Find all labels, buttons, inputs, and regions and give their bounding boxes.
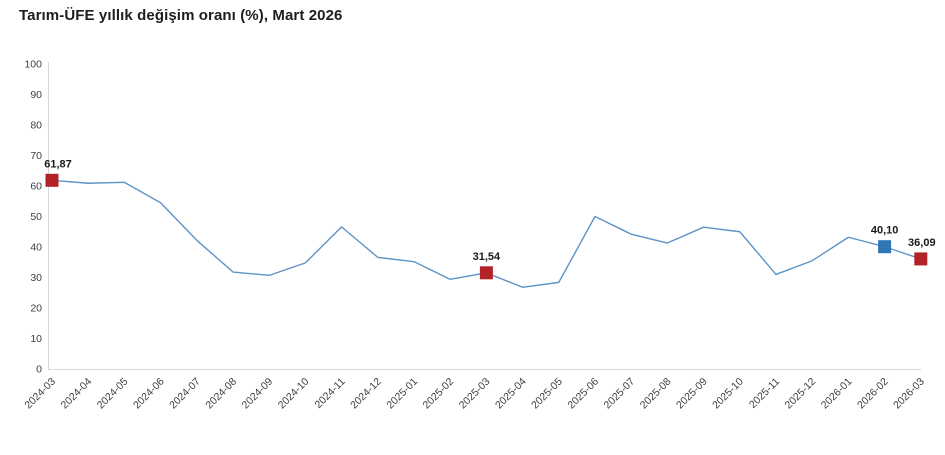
y-tick-label: 20 (30, 303, 42, 315)
x-tick-label: 2024-09 (240, 376, 276, 412)
point-value-label: 31,54 (473, 251, 501, 263)
x-tick-label: 2024-03 (22, 376, 58, 412)
y-tick-label: 100 (24, 59, 42, 71)
data-point-marker-red (45, 173, 59, 187)
x-tick-label: 2024-05 (95, 376, 131, 412)
x-tick-label: 2025-12 (783, 376, 819, 412)
y-tick-label: 90 (30, 89, 42, 101)
y-tick-label: 80 (30, 120, 42, 132)
x-tick-label: 2024-08 (203, 376, 239, 412)
data-point-marker-red (479, 266, 493, 280)
chart-title: Tarım-ÜFE yıllık değişim oranı (%), Mart… (19, 7, 343, 24)
data-point-marker-red (914, 252, 928, 266)
x-tick-label: 2024-04 (59, 376, 95, 412)
y-tick-label: 40 (30, 242, 42, 254)
x-tick-label: 2025-03 (457, 376, 493, 412)
x-tick-label: 2025-04 (493, 376, 529, 412)
x-tick-label: 2025-09 (674, 376, 710, 412)
point-value-label: 40,10 (871, 225, 899, 237)
y-tick-label: 60 (30, 181, 42, 193)
x-tick-label: 2025-02 (421, 376, 457, 412)
x-tick-label: 2025-05 (529, 376, 565, 412)
x-tick-label: 2026-03 (891, 376, 927, 412)
y-tick-label: 50 (30, 211, 42, 223)
data-point-marker-blue (878, 240, 892, 254)
point-value-label: 36,09 (908, 237, 936, 249)
x-tick-label: 2025-06 (565, 376, 601, 412)
x-tick-label: 2024-12 (348, 376, 384, 412)
x-tick-label: 2024-07 (167, 376, 203, 412)
x-tick-label: 2024-11 (313, 376, 348, 411)
x-tick-label: 2025-10 (710, 376, 746, 412)
x-tick-label: 2024-06 (131, 376, 167, 412)
x-tick-label: 2025-07 (602, 376, 638, 412)
x-tick-label: 2025-01 (384, 376, 420, 412)
y-tick-label: 30 (30, 272, 42, 284)
y-tick-label: 70 (30, 150, 42, 162)
x-tick-label: 2026-01 (819, 376, 855, 412)
point-value-label: 61,87 (44, 158, 72, 170)
x-tick-label: 2024-10 (276, 376, 312, 412)
y-tick-label: 10 (30, 333, 42, 345)
x-tick-label: 2025-08 (638, 376, 674, 412)
x-tick-label: 2025-11 (747, 376, 782, 411)
y-tick-label: 0 (36, 364, 42, 376)
x-tick-label: 2026-02 (855, 376, 891, 412)
